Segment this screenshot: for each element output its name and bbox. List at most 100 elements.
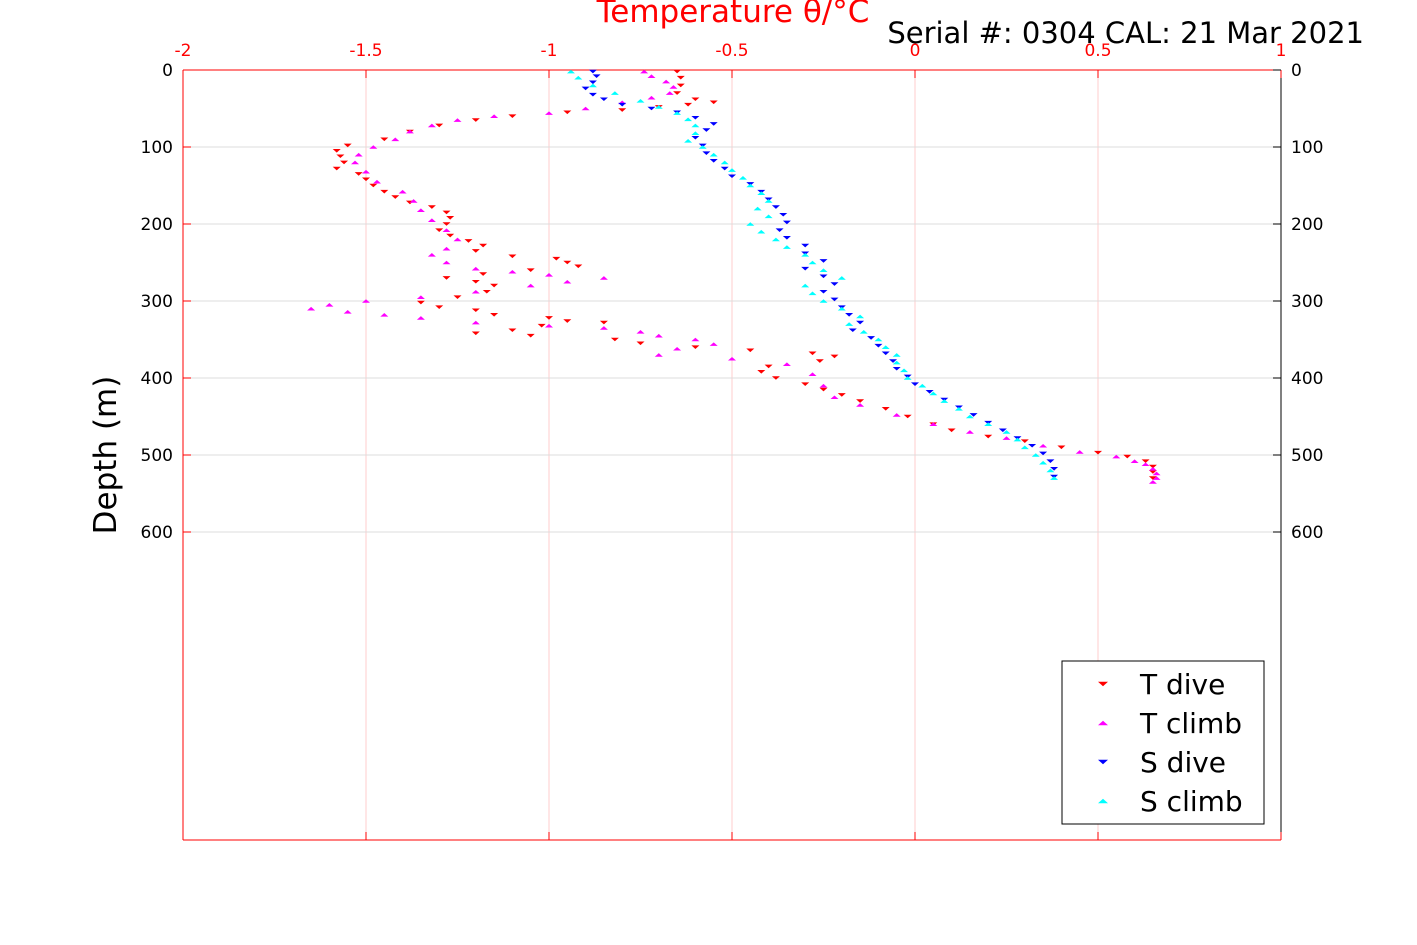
data-point xyxy=(1075,450,1084,454)
legend-label: S dive xyxy=(1140,746,1226,779)
legend: T dive T climb S dive S climb xyxy=(1061,660,1265,825)
data-point xyxy=(856,320,865,325)
data-point xyxy=(369,145,378,149)
data-point xyxy=(490,283,499,288)
data-point xyxy=(837,276,846,280)
x-tick-label: -1.5 xyxy=(349,41,382,61)
data-point xyxy=(610,91,619,95)
data-point xyxy=(362,169,370,174)
data-point xyxy=(654,353,663,357)
data-point xyxy=(618,102,627,107)
y-tick-label-left: 100 xyxy=(141,138,173,158)
data-point xyxy=(446,216,455,220)
data-point xyxy=(940,399,949,403)
data-point xyxy=(859,330,868,334)
data-point xyxy=(1148,480,1157,484)
data-point xyxy=(669,85,678,89)
data-point xyxy=(566,69,575,74)
data-point xyxy=(709,122,718,126)
data-point xyxy=(332,166,341,171)
data-point xyxy=(830,297,839,302)
data-point xyxy=(728,174,736,179)
data-point xyxy=(892,366,901,371)
data-point xyxy=(808,291,817,296)
data-point xyxy=(340,160,349,165)
data-point xyxy=(1013,437,1022,442)
data-point xyxy=(819,274,828,279)
legend-marker xyxy=(1098,759,1108,765)
data-point xyxy=(965,414,974,419)
data-point xyxy=(998,428,1007,433)
data-point xyxy=(819,268,828,272)
data-point xyxy=(867,336,876,340)
data-point xyxy=(881,345,890,349)
y-tick-label-left: 400 xyxy=(141,369,173,389)
data-point xyxy=(435,228,444,232)
data-point xyxy=(808,351,817,356)
data-point xyxy=(673,91,682,95)
y-tick-label-right: 100 xyxy=(1291,138,1323,158)
x-tick-label: -1 xyxy=(541,41,558,61)
data-point xyxy=(1039,451,1048,456)
data-point xyxy=(881,351,890,356)
data-point xyxy=(618,108,627,112)
data-point xyxy=(545,111,553,115)
data-point xyxy=(416,208,425,212)
data-point xyxy=(563,110,572,115)
data-point xyxy=(673,111,682,115)
y-tick-label-right: 600 xyxy=(1291,523,1323,543)
data-point xyxy=(819,289,828,294)
data-point xyxy=(746,348,755,353)
data-point xyxy=(837,393,846,397)
data-point xyxy=(819,299,828,303)
data-point xyxy=(684,139,693,143)
data-point xyxy=(848,328,857,333)
data-point xyxy=(636,341,645,346)
data-point xyxy=(1050,476,1059,480)
data-point xyxy=(508,114,517,118)
data-point xyxy=(442,246,451,251)
data-point xyxy=(362,299,370,303)
data-point xyxy=(592,74,601,78)
series-s-dive xyxy=(581,69,1059,479)
data-point xyxy=(471,289,480,294)
data-point xyxy=(490,114,499,118)
data-point xyxy=(372,179,381,184)
data-point xyxy=(325,303,334,307)
data-point xyxy=(545,273,553,277)
data-point xyxy=(1094,450,1102,455)
data-point xyxy=(636,330,645,334)
series-t-climb xyxy=(307,69,1161,484)
data-point xyxy=(874,337,883,342)
y-tick-label-right: 200 xyxy=(1291,215,1323,235)
data-point xyxy=(416,295,425,299)
data-point xyxy=(1031,453,1040,457)
data-point xyxy=(892,353,901,357)
data-point xyxy=(1141,459,1150,463)
data-point xyxy=(1039,460,1048,465)
data-point xyxy=(801,243,810,248)
data-point xyxy=(537,323,546,328)
data-point xyxy=(647,74,656,78)
data-point xyxy=(471,308,480,313)
data-point xyxy=(801,283,810,288)
data-point xyxy=(482,289,491,294)
y-tick-label-left: 500 xyxy=(141,446,173,466)
data-point xyxy=(647,95,656,100)
data-point xyxy=(691,115,700,120)
data-point xyxy=(599,320,608,325)
data-point xyxy=(929,391,938,396)
data-point xyxy=(332,149,341,153)
data-point xyxy=(830,395,839,400)
data-point xyxy=(819,383,828,388)
data-point xyxy=(1039,443,1048,448)
data-point xyxy=(1130,459,1139,463)
data-point xyxy=(709,342,718,346)
data-point xyxy=(1002,436,1011,440)
data-point xyxy=(343,143,352,148)
data-point xyxy=(552,256,561,261)
data-point xyxy=(691,337,700,342)
data-point xyxy=(640,69,649,74)
data-point xyxy=(764,364,773,369)
